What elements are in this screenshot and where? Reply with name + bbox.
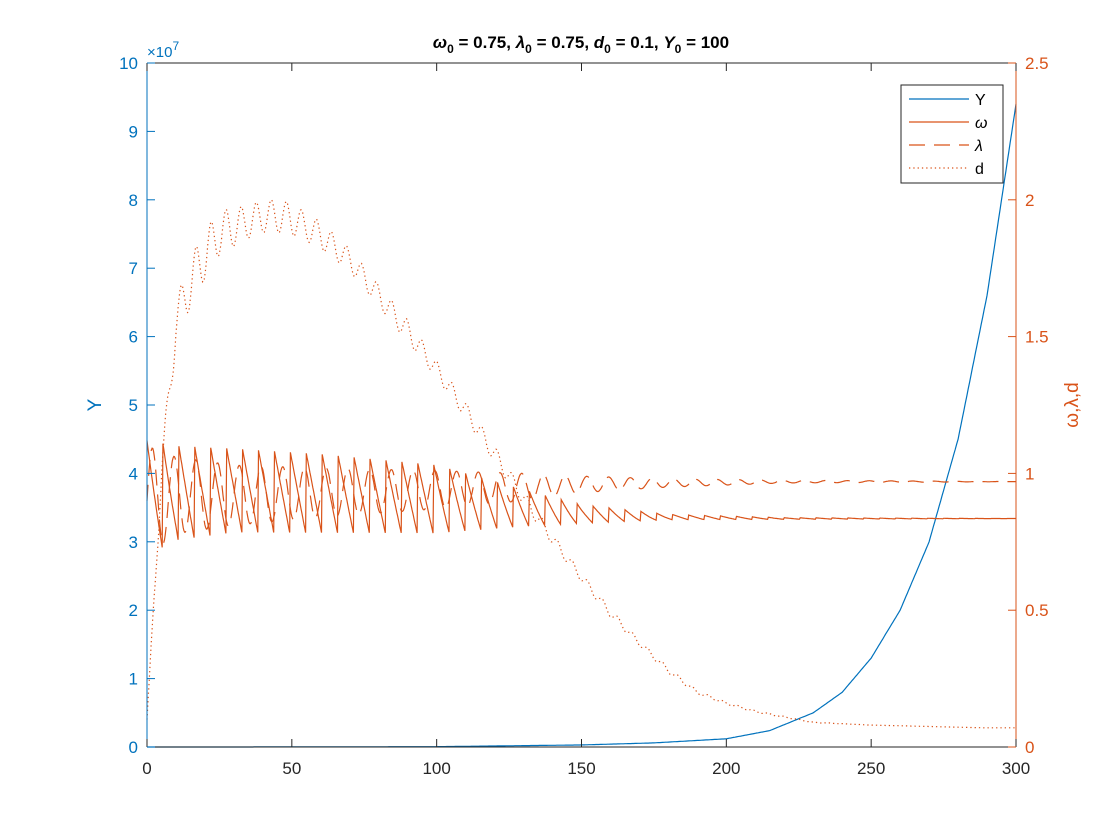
title-subscript: 0 — [447, 42, 454, 56]
y-left-tick-label: 5 — [129, 396, 138, 415]
y-right-tick-label: 0 — [1025, 738, 1034, 757]
series-line-3 — [146, 199, 1016, 729]
y-left-tick-label: 0 — [129, 738, 138, 757]
title-text: = 0.75, — [532, 33, 594, 52]
y-left-tick-label: 6 — [129, 328, 138, 347]
legend-label-3: d — [975, 161, 984, 178]
y-right-tick-label: 1 — [1025, 464, 1034, 483]
series-line-1 — [146, 440, 1016, 548]
plot-area — [147, 63, 1016, 747]
x-tick-label: 0 — [142, 759, 151, 778]
y-left-tick-label: 7 — [129, 259, 138, 278]
y-left-tick-label: 8 — [129, 191, 138, 210]
y-right-tick-label: 1.5 — [1025, 328, 1049, 347]
x-tick-label: 250 — [857, 759, 885, 778]
x-tick-label: 50 — [282, 759, 301, 778]
x-tick-label: 300 — [1002, 759, 1030, 778]
legend-box — [900, 84, 1004, 184]
y-left-axis-label: Y — [85, 398, 106, 411]
y-left-tick-label: 4 — [129, 464, 138, 483]
legend-label-2: λ — [974, 138, 983, 155]
axes-layer: 0 50 100 150 200 250 30001234567891000.511.522… — [85, 39, 1083, 778]
y-right-tick-label: 2.5 — [1025, 54, 1049, 73]
y-right-tick-label: 0.5 — [1025, 601, 1049, 620]
title-symbol: ω — [433, 33, 447, 52]
y-left-exponent: ×107 — [147, 39, 179, 61]
legend-label-0: Y — [975, 92, 986, 109]
y-left-tick-label: 3 — [129, 533, 138, 552]
title-subscript: 0 — [604, 42, 611, 56]
title-text: = 100 — [681, 33, 729, 52]
title-subscript: 0 — [675, 42, 682, 56]
y-left-tick-label: 10 — [119, 54, 138, 73]
legend-label-1: ω — [975, 115, 987, 132]
x-tick-label: 150 — [567, 759, 595, 778]
title-symbol: λ — [515, 33, 525, 52]
y-right-tick-label: 2 — [1025, 191, 1034, 210]
title-text: = 0.1, — [611, 33, 663, 52]
title-text: = 0.75, — [454, 33, 516, 52]
x-tick-label: 100 — [422, 759, 450, 778]
title-subscript: 0 — [525, 42, 532, 56]
title-symbol: d — [594, 33, 605, 52]
x-tick-label: 200 — [712, 759, 740, 778]
y-left-exponent-power: 7 — [172, 39, 179, 53]
y-left-tick-label: 1 — [129, 670, 138, 689]
y-left-tick-label: 9 — [129, 122, 138, 141]
series-line-2 — [146, 447, 1016, 545]
chart-title: ω0 = 0.75, λ0 = 0.75, d0 = 0.1, Y0 = 100 — [433, 33, 729, 56]
y-left-tick-label: 2 — [129, 601, 138, 620]
y-right-axis-label: ω,λ,d — [1062, 382, 1083, 427]
title-symbol: Y — [663, 33, 676, 52]
